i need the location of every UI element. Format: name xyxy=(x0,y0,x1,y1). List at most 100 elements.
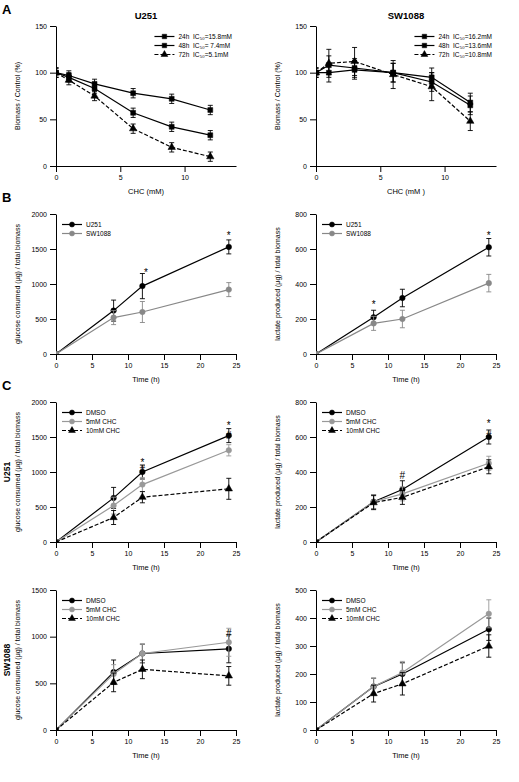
y-tick xyxy=(50,166,56,167)
x-tick-label: 5 xyxy=(119,174,123,181)
series-line xyxy=(56,489,229,542)
series-marker xyxy=(110,678,117,684)
error-bar xyxy=(111,311,116,325)
series-line xyxy=(316,467,489,542)
error-bar xyxy=(486,430,491,444)
y-tick-label: 50 xyxy=(39,116,47,123)
legend-label: 10mM CHC xyxy=(346,427,380,434)
x-tick-group: 25 xyxy=(493,542,501,557)
y-tick-label: 100 xyxy=(295,699,307,706)
legend-entry: 5mM CHC xyxy=(62,418,117,425)
y-tick-label: 200 xyxy=(295,671,307,678)
series-marker xyxy=(129,124,136,130)
row-label: U251 xyxy=(2,462,12,483)
x-tick xyxy=(388,542,389,548)
x-tick xyxy=(496,354,497,360)
y-axis: 0500100015002000 xyxy=(31,399,56,546)
series-marker xyxy=(371,321,377,327)
y-axis: 0500100015002000 xyxy=(31,211,56,358)
x-tick xyxy=(92,354,93,360)
x-tick-group: 0 xyxy=(55,166,59,181)
legend-label: DMSO xyxy=(86,597,106,604)
x-tick xyxy=(352,730,353,736)
y-tick xyxy=(50,542,56,543)
x-tick xyxy=(56,166,57,172)
y-tick xyxy=(50,437,56,438)
x-tick-group: 0 xyxy=(315,166,319,181)
x-tick-group: 20 xyxy=(197,354,205,369)
annotation: * xyxy=(372,299,376,310)
y-tick-group: 150 xyxy=(295,23,316,30)
x-tick-label: 15 xyxy=(161,550,169,557)
x-tick-label: 25 xyxy=(233,550,241,557)
legend-label: 5mM CHC xyxy=(346,418,377,425)
y-axis: 0200400600800 xyxy=(295,211,316,358)
y-tick-group: 0 xyxy=(43,539,56,546)
x-tick-group: 0 xyxy=(55,542,59,557)
error-bar xyxy=(208,105,213,114)
error-bar xyxy=(140,302,145,323)
plot-area xyxy=(56,628,233,730)
error-bar xyxy=(169,122,174,131)
y-axis: 050100150 xyxy=(295,23,316,170)
y-tick xyxy=(310,26,316,27)
y-tick-label: 0 xyxy=(43,163,47,170)
annotation: # xyxy=(486,430,492,441)
x-tick xyxy=(460,730,461,736)
x-axis-title: Time (h) xyxy=(392,563,420,572)
series-marker xyxy=(140,651,146,657)
x-tick xyxy=(236,542,237,548)
series-marker xyxy=(140,283,146,289)
x-tick-group: 20 xyxy=(457,542,465,557)
error-bar xyxy=(208,131,213,140)
y-tick xyxy=(310,73,316,74)
y-tick xyxy=(50,637,56,638)
legend-entry: DMSO xyxy=(322,409,366,416)
x-tick-group: 0 xyxy=(315,354,319,369)
y-tick xyxy=(310,542,316,543)
legend: 24h IC₅₀=15.8mM48h IC₅₀= 7.4mM72h IC₅₀=5… xyxy=(154,33,232,58)
legend-entry: 10mM CHC xyxy=(62,427,120,434)
series-marker xyxy=(225,485,232,491)
series-line xyxy=(56,290,229,354)
series-marker xyxy=(485,642,492,648)
legend-swatch-marker xyxy=(162,43,166,47)
y-tick xyxy=(310,590,316,591)
y-tick xyxy=(50,26,56,27)
legend-swatch-marker xyxy=(69,427,76,433)
y-tick xyxy=(310,402,316,403)
row-label: SW1088 xyxy=(2,643,12,676)
series-marker xyxy=(169,124,174,129)
legend-label: 48h IC₅₀= 7.4mM xyxy=(178,42,230,49)
y-tick-group: 100 xyxy=(295,69,316,76)
y-tick-label: 500 xyxy=(295,587,307,594)
error-bar xyxy=(400,289,405,307)
plot-area xyxy=(56,429,233,542)
series-marker xyxy=(226,244,232,250)
x-tick-group: 15 xyxy=(421,542,429,557)
x-tick xyxy=(56,542,57,548)
series-line xyxy=(316,614,489,730)
x-tick xyxy=(388,354,389,360)
y-tick-label: 1500 xyxy=(31,246,47,253)
x-tick xyxy=(380,166,381,172)
x-tick xyxy=(92,730,93,736)
x-tick-group: 5 xyxy=(91,730,95,745)
series-marker xyxy=(226,287,232,293)
y-tick xyxy=(310,214,316,215)
x-tick-label: 15 xyxy=(161,738,169,745)
x-tick-label: 25 xyxy=(493,738,501,745)
legend-swatch-marker xyxy=(69,615,76,621)
error-bar xyxy=(131,89,136,98)
x-axis: 0510152025 xyxy=(55,542,241,557)
x-tick-group: 5 xyxy=(91,354,95,369)
y-axis-line xyxy=(56,591,57,731)
x-tick-label: 5 xyxy=(351,362,355,369)
x-axis: 0510152025 xyxy=(315,730,501,745)
x-tick-group: 10 xyxy=(441,166,449,181)
x-tick-group: 10 xyxy=(125,542,133,557)
x-tick-group: 5 xyxy=(119,166,123,181)
series xyxy=(316,47,474,130)
series-line xyxy=(56,247,229,354)
annotation: # xyxy=(226,628,232,639)
